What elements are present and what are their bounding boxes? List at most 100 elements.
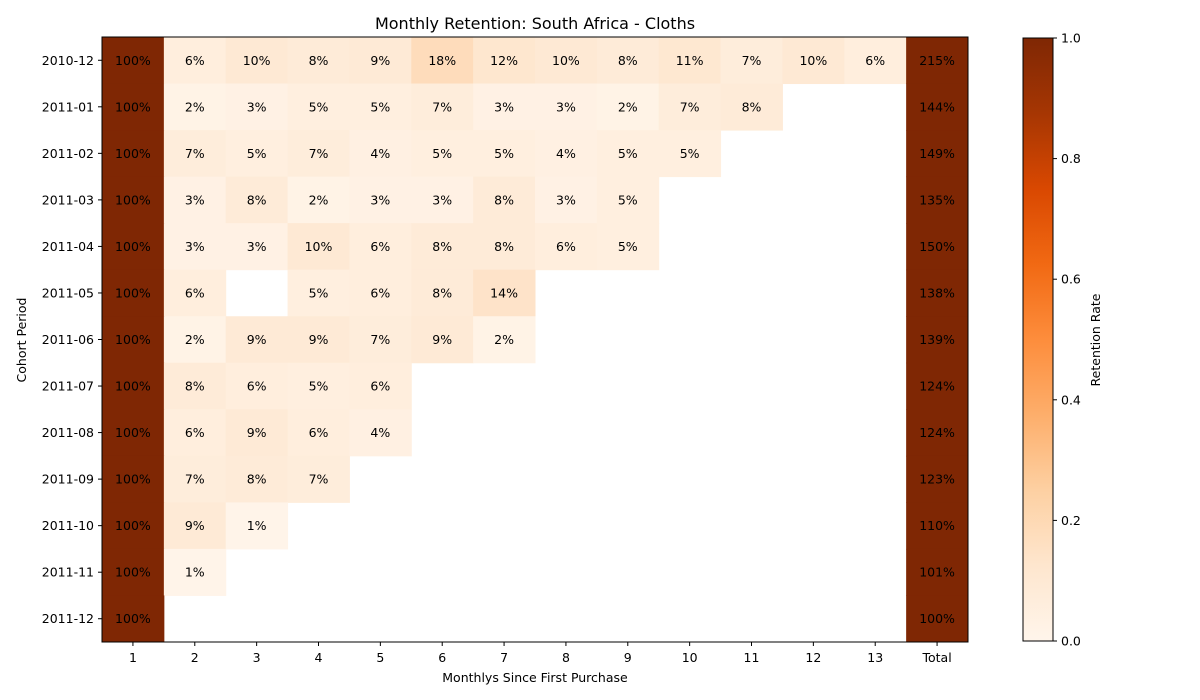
colorbar-tick-label: 0.4 <box>1061 392 1081 407</box>
y-tick-label: 2010-12 <box>42 53 94 68</box>
colorbar-tick-label: 0.6 <box>1061 272 1081 287</box>
cell-value-label: 124% <box>919 425 955 440</box>
y-tick-label: 2011-07 <box>42 379 94 394</box>
x-tick-label: 12 <box>805 650 821 665</box>
cell-value-label: 144% <box>919 99 955 114</box>
heatmap-cell <box>411 130 474 178</box>
cell-value-label: 8% <box>494 192 514 207</box>
x-tick-label: Total <box>921 650 951 665</box>
heatmap-cell <box>658 83 722 131</box>
cell-value-label: 7% <box>185 146 205 161</box>
heatmap-cell <box>658 130 722 178</box>
heatmap-cell <box>349 316 412 364</box>
cell-value-label: 100% <box>115 192 151 207</box>
heatmap-cell <box>349 409 412 457</box>
heatmap-cell <box>658 37 722 85</box>
heatmap-cell <box>163 548 227 596</box>
heatmap-cell <box>163 362 227 410</box>
heatmap-cell <box>596 176 660 224</box>
y-axis-ticks: 2010-12 2011-01 2011-02 2011-03 2011-04 2011-… <box>42 53 102 626</box>
heatmap-cell <box>473 130 536 178</box>
cell-value-label: 3% <box>185 192 205 207</box>
heatmap-cell <box>163 83 227 131</box>
plot-frame <box>101 36 969 643</box>
heatmap-cell <box>287 176 350 224</box>
cell-value-label: 11% <box>676 53 704 68</box>
cell-value-label: 138% <box>919 285 955 300</box>
x-tick-label: 11 <box>744 650 760 665</box>
x-tick-label: 6 <box>438 650 446 665</box>
cell-value-label: 6% <box>370 379 390 394</box>
heatmap-cell <box>535 37 598 85</box>
heatmap-cell <box>411 223 474 271</box>
heatmap-cell <box>906 455 969 503</box>
heatmap-cell <box>906 223 969 271</box>
heatmap-cell <box>163 455 227 503</box>
cell-value-label: 10% <box>243 53 271 68</box>
cell-value-label: 9% <box>309 332 329 347</box>
cell-value-label: 101% <box>919 565 955 580</box>
cell-value-label: 100% <box>919 611 955 626</box>
cell-value-label: 7% <box>370 332 390 347</box>
cell-value-label: 124% <box>919 379 955 394</box>
heatmap-cell <box>535 223 598 271</box>
chart-title: Monthly Retention: South Africa - Cloths <box>375 14 695 33</box>
heatmap-cell <box>473 176 536 224</box>
heatmap-cell <box>102 269 165 317</box>
cell-value-label: 100% <box>115 379 151 394</box>
x-tick-label: 2 <box>191 650 199 665</box>
cell-value-label: 7% <box>185 472 205 487</box>
heatmap-cell <box>102 176 165 224</box>
heatmap-cell <box>906 409 969 457</box>
colorbar-tick-label: 1.0 <box>1061 31 1081 46</box>
heatmap-cell <box>473 83 536 131</box>
cell-value-label: 2% <box>309 192 329 207</box>
heatmap-cell <box>163 409 227 457</box>
cell-value-label: 9% <box>247 425 267 440</box>
cell-value-label: 8% <box>247 192 267 207</box>
cell-value-label: 8% <box>185 379 205 394</box>
cell-value-label: 100% <box>115 472 151 487</box>
y-tick-label: 2011-06 <box>42 332 94 347</box>
heatmap-cell <box>349 130 412 178</box>
cell-value-label: 149% <box>919 146 955 161</box>
heatmap-cell <box>225 223 289 271</box>
cell-value-label: 7% <box>680 99 700 114</box>
heatmap-cell <box>287 455 350 503</box>
x-axis-ticks: 1 2 3 4 5 6 7 8 9 10 11 12 13 Total <box>129 642 952 665</box>
heatmap-cells <box>102 37 969 643</box>
heatmap-cell <box>102 548 165 596</box>
cell-value-label: 5% <box>618 239 638 254</box>
cell-value-label: 7% <box>309 472 329 487</box>
cell-value-label: 1% <box>185 565 205 580</box>
cell-value-label: 100% <box>115 239 151 254</box>
heatmap-cell <box>225 502 289 550</box>
y-tick-label: 2011-12 <box>42 611 94 626</box>
heatmap-cell <box>102 409 165 457</box>
x-tick-label: 4 <box>315 650 323 665</box>
x-axis-label: Monthlys Since First Purchase <box>442 670 628 685</box>
cell-value-label: 215% <box>919 53 955 68</box>
heatmap-cell <box>163 176 227 224</box>
heatmap-cell <box>411 37 474 85</box>
cell-value-label: 9% <box>370 53 390 68</box>
cell-value-label: 18% <box>428 53 456 68</box>
cell-value-label: 139% <box>919 332 955 347</box>
cell-value-label: 9% <box>185 518 205 533</box>
cell-value-label: 8% <box>494 239 514 254</box>
cell-value-label: 6% <box>185 285 205 300</box>
heatmap-cell <box>596 37 660 85</box>
heatmap-cell <box>102 455 165 503</box>
cell-value-label: 110% <box>919 518 955 533</box>
x-tick-label: 10 <box>682 650 698 665</box>
cell-value-label: 8% <box>247 472 267 487</box>
cell-value-label: 5% <box>432 146 452 161</box>
heatmap-cell <box>287 223 350 271</box>
cell-value-label: 2% <box>494 332 514 347</box>
cell-value-label: 100% <box>115 565 151 580</box>
cell-value-label: 8% <box>742 99 762 114</box>
cell-value-label: 5% <box>618 146 638 161</box>
cell-value-label: 135% <box>919 192 955 207</box>
heatmap-cell <box>411 316 474 364</box>
heatmap-cell <box>473 316 536 364</box>
